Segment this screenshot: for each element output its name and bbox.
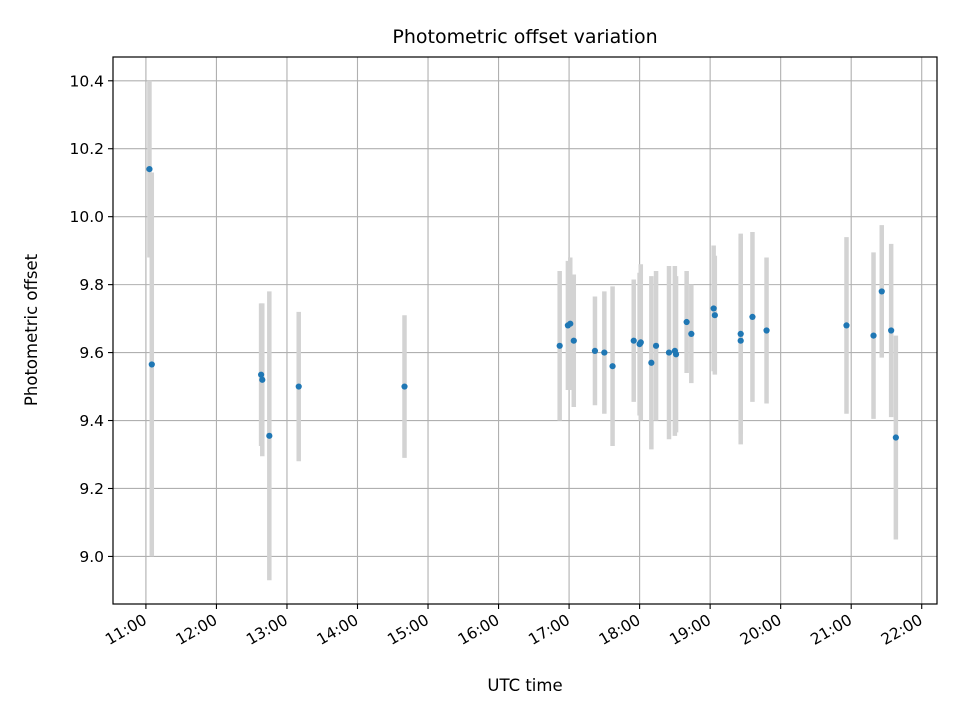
data-point bbox=[763, 327, 770, 334]
data-point bbox=[567, 320, 574, 327]
data-point bbox=[609, 363, 616, 370]
data-point bbox=[146, 166, 153, 173]
data-point bbox=[591, 347, 599, 354]
data-point bbox=[652, 342, 660, 349]
x-axis-title: UTC time bbox=[487, 676, 562, 695]
y-tick-label: 10.0 bbox=[69, 208, 104, 226]
data-point bbox=[749, 313, 756, 321]
grid bbox=[113, 57, 937, 604]
data-point bbox=[710, 305, 717, 312]
data-point bbox=[401, 383, 408, 390]
y-tick-label: 9.0 bbox=[79, 548, 104, 566]
data-point bbox=[878, 288, 885, 295]
data-point bbox=[892, 434, 899, 441]
data-point bbox=[843, 322, 850, 329]
y-tick-label: 10.4 bbox=[69, 72, 104, 90]
data-point bbox=[266, 432, 273, 439]
y-tick-label: 10.2 bbox=[69, 140, 104, 158]
data-point bbox=[556, 342, 563, 349]
data-point bbox=[888, 327, 895, 334]
data-point bbox=[711, 312, 718, 319]
y-tick-label: 9.6 bbox=[79, 344, 104, 362]
data-point bbox=[683, 318, 690, 326]
y-axis: 9.0 9.2 9.4 9.6 9.8 10.0 10.2 10.4 bbox=[69, 72, 113, 566]
data-point bbox=[258, 371, 265, 378]
chart-title: Photometric offset variation bbox=[392, 26, 657, 48]
data-point bbox=[259, 376, 266, 383]
data-point bbox=[570, 337, 577, 344]
data-point bbox=[648, 359, 655, 366]
data-point bbox=[295, 383, 302, 390]
plot-frame bbox=[112, 56, 938, 605]
data-point bbox=[637, 339, 644, 346]
y-tick-label: 9.8 bbox=[79, 276, 104, 294]
y-axis-title: Photometric offset bbox=[22, 253, 41, 406]
data-point bbox=[148, 361, 155, 368]
data-point bbox=[870, 332, 877, 339]
data-point bbox=[688, 330, 695, 337]
y-tick-label: 9.4 bbox=[79, 412, 104, 430]
data-point bbox=[630, 337, 637, 344]
data-point bbox=[601, 349, 608, 356]
data-point bbox=[665, 349, 673, 356]
y-tick-label: 9.2 bbox=[79, 480, 104, 498]
data-points bbox=[146, 166, 899, 441]
data-point bbox=[737, 337, 744, 344]
data-point bbox=[737, 330, 744, 337]
data-point bbox=[672, 351, 680, 358]
